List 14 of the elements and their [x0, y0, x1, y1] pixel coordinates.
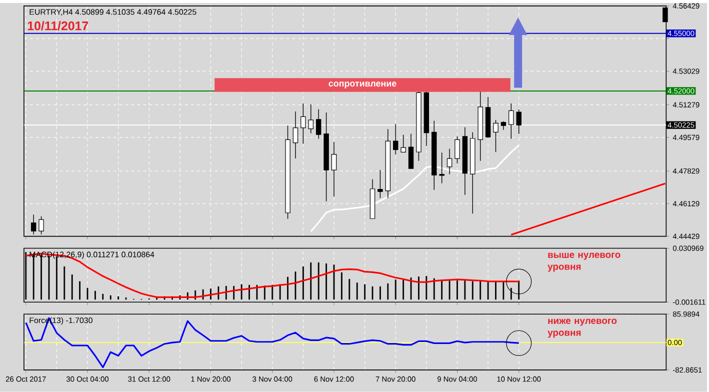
candlestick	[439, 152, 444, 184]
candlestick	[454, 136, 460, 164]
candlestick	[331, 142, 337, 197]
candlestick	[316, 108, 322, 140]
annotation: выше нулевого уровня	[548, 252, 620, 272]
candlestick	[516, 109, 522, 134]
text: 10/11/2017	[28, 21, 88, 30]
annotation: сопротивление	[328, 82, 396, 88]
candlestick	[393, 124, 398, 155]
candlestick	[446, 148, 452, 175]
candlestick	[378, 170, 383, 198]
candlestick	[400, 134, 406, 153]
annotation: ниже нулевого уровня	[548, 318, 617, 338]
candlestick	[408, 133, 414, 169]
